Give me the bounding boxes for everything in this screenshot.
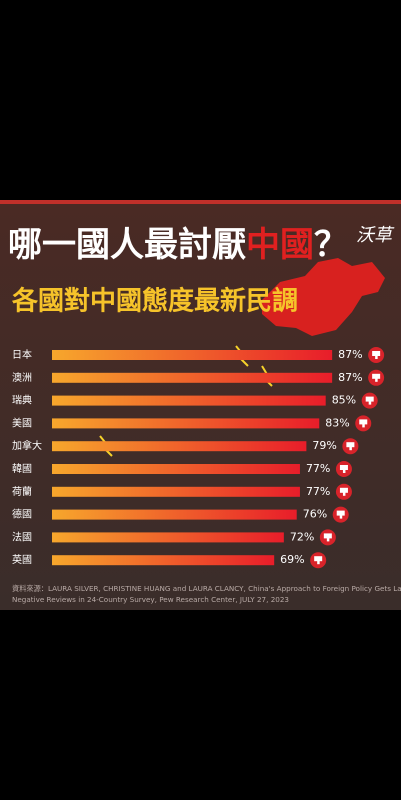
thumbs-down-glyph [326,537,330,542]
category-label: 英國 [12,553,32,566]
value-label: 77% [306,462,330,475]
chart-title: 哪一國人最討厭中國？ [8,225,348,265]
china-map [262,258,385,336]
thumbs-down-glyph [375,377,378,382]
thumbs-down-glyph [317,560,320,565]
value-label: 72% [290,530,314,543]
title-part: 哪一國人最討厭 [8,225,246,265]
value-label: 77% [306,485,330,498]
thumbs-down-glyph [342,491,346,496]
thumbs-down-glyph [372,373,381,379]
value-label: 83% [325,416,349,429]
thumbs-down-glyph [339,514,343,519]
bar [52,532,284,543]
category-label: 澳洲 [12,371,32,384]
thumbs-down-glyph [336,510,345,516]
thumbs-down-glyph [339,487,348,493]
flag-star: ★ [286,295,296,308]
category-label: 法國 [12,530,32,543]
bar [52,441,307,452]
bar [52,395,326,406]
source-line: 資料來源：LAURA SILVER, CHRISTINE HUANG and L… [12,584,401,593]
thumbs-down-glyph [346,442,355,448]
title-part: ？ [314,225,348,265]
thumbs-down-glyph [342,469,346,473]
bar [52,509,297,520]
thumbs-down-glyph [368,400,372,405]
value-label: 69% [280,553,304,566]
value-label: 87% [338,371,362,384]
bar [52,464,300,474]
thumbs-down-glyph [362,423,365,428]
thumbs-down-glyph [349,446,352,451]
category-label: 日本 [12,348,32,361]
chart-subtitle: 各國對中國態度最新民調 [11,286,298,317]
bar [52,555,275,566]
source-line: Negative Reviews in 24-Country Survey, P… [12,595,289,604]
value-label: 87% [338,348,362,361]
category-label: 美國 [12,416,32,429]
bar [52,372,333,383]
bar [52,418,320,429]
panel-top-border [0,200,401,204]
thumbs-down-glyph [339,465,348,470]
thumbs-down-glyph [365,396,374,402]
value-label: 85% [332,394,356,407]
category-label: 德國 [12,508,32,521]
value-label: 76% [303,508,327,521]
thumbs-down-glyph [323,533,332,539]
thumbs-down-glyph [372,351,381,356]
thumbs-down-glyph [359,419,368,425]
category-label: 荷蘭 [12,485,32,498]
title-highlight: 中國 [246,225,314,265]
thumbs-down-glyph [314,556,323,562]
bar [52,486,300,497]
logo: 沃草 [356,225,395,246]
value-label: 79% [312,439,336,452]
category-label: 加拿大 [12,439,42,452]
category-label: 瑞典 [12,394,32,407]
thumbs-down-glyph [375,355,378,359]
category-label: 韓國 [12,463,32,475]
bar [52,350,333,360]
